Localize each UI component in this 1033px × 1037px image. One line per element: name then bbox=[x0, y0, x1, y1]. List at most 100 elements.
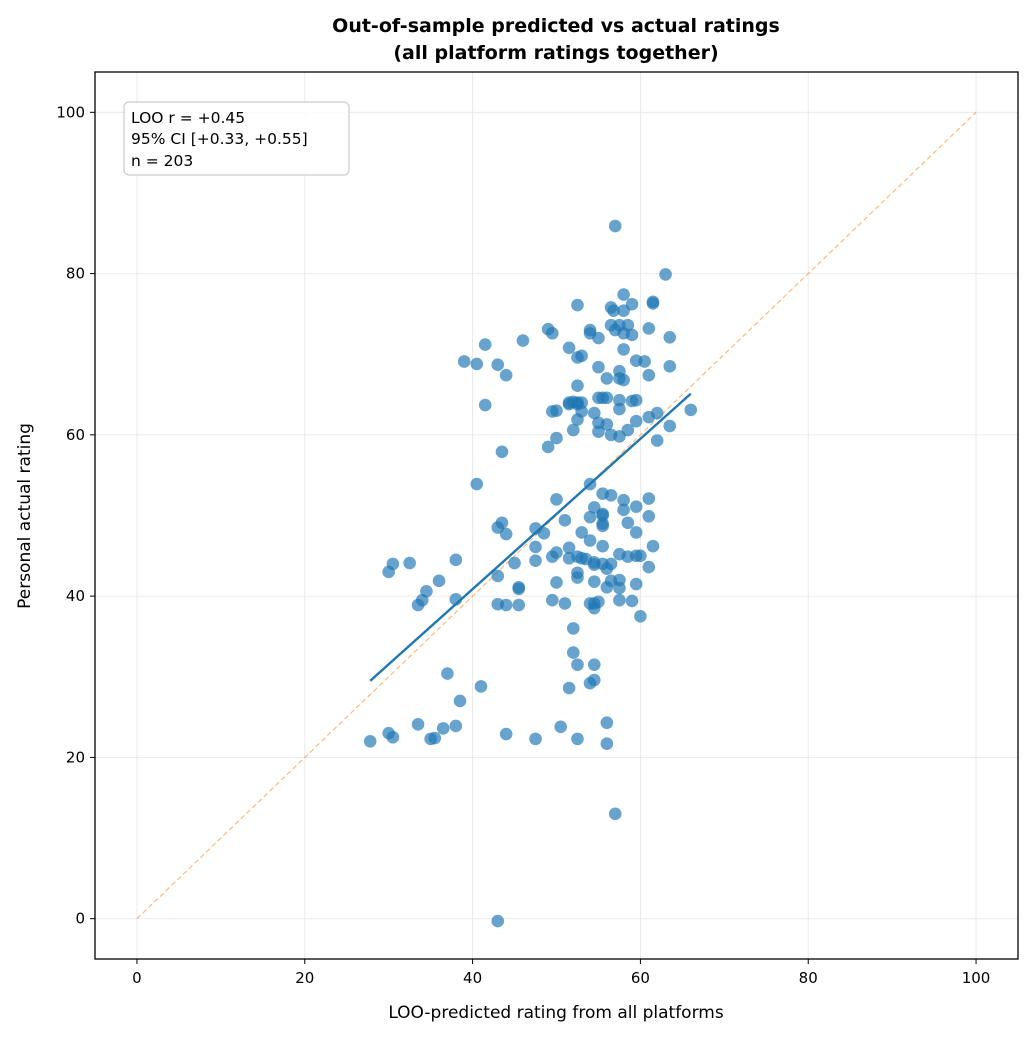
data-point-162 bbox=[587, 658, 601, 671]
fit-line bbox=[369, 392, 692, 682]
data-point-140 bbox=[600, 580, 614, 594]
data-point-168 bbox=[453, 694, 467, 708]
data-point-106 bbox=[562, 541, 576, 555]
data-point-107 bbox=[646, 539, 660, 553]
data-point-39 bbox=[600, 372, 614, 385]
data-point-99 bbox=[499, 527, 513, 541]
data-point-102 bbox=[629, 526, 643, 539]
data-point-100 bbox=[537, 526, 551, 540]
data-point-29 bbox=[457, 355, 471, 368]
y-tick-label-2: 40 bbox=[66, 587, 85, 605]
data-point-148 bbox=[625, 594, 639, 608]
data-point-85 bbox=[629, 500, 643, 513]
x-tick-label-4: 80 bbox=[799, 969, 818, 987]
data-point-34 bbox=[592, 360, 605, 374]
identity-line-segment bbox=[136, 111, 977, 920]
data-point-64 bbox=[571, 413, 584, 426]
data-point-163 bbox=[441, 667, 454, 680]
x-tick-label-5: 100 bbox=[962, 969, 991, 987]
data-point-131 bbox=[491, 569, 505, 583]
data-point-35 bbox=[663, 360, 677, 373]
data-point-5 bbox=[571, 298, 584, 312]
data-point-179 bbox=[424, 732, 437, 746]
data-point-90 bbox=[583, 510, 597, 524]
data-point-151 bbox=[499, 598, 513, 612]
data-point-82 bbox=[550, 493, 563, 506]
data-point-76 bbox=[541, 440, 555, 454]
data-point-67 bbox=[629, 414, 643, 428]
data-point-124 bbox=[403, 556, 416, 570]
data-point-166 bbox=[474, 680, 488, 693]
data-point-133 bbox=[432, 574, 446, 588]
data-point-53 bbox=[478, 398, 492, 412]
data-point-153 bbox=[558, 597, 572, 610]
x-axis-label: LOO-predicted rating from all platforms bbox=[388, 1003, 724, 1023]
chart-title: Out-of-sample predicted vs actual rating… bbox=[332, 15, 780, 37]
data-point-25 bbox=[562, 341, 576, 355]
data-point-173 bbox=[436, 722, 450, 735]
data-point-183 bbox=[608, 807, 622, 821]
data-point-103 bbox=[583, 534, 597, 547]
data-point-81 bbox=[604, 489, 618, 502]
data-point-1 bbox=[659, 268, 672, 281]
data-point-184 bbox=[491, 914, 505, 928]
data-point-119 bbox=[562, 551, 576, 565]
data-point-21 bbox=[592, 331, 605, 345]
data-point-23 bbox=[516, 334, 530, 347]
data-point-84 bbox=[642, 492, 656, 505]
data-point-16 bbox=[642, 322, 656, 335]
data-point-87 bbox=[617, 503, 630, 517]
data-point-36 bbox=[499, 368, 513, 382]
data-point-127 bbox=[642, 560, 656, 574]
data-point-9 bbox=[617, 304, 630, 317]
data-point-57 bbox=[684, 403, 698, 417]
data-point-129 bbox=[382, 565, 395, 579]
data-point-8 bbox=[607, 304, 620, 317]
data-point-160 bbox=[566, 646, 580, 659]
data-point-146 bbox=[546, 593, 559, 607]
data-point-171 bbox=[600, 716, 614, 730]
y-axis-ticks: 0 20 40 60 80 100 bbox=[56, 103, 95, 928]
data-point-132 bbox=[571, 571, 584, 584]
data-point-93 bbox=[621, 516, 635, 530]
data-point-172 bbox=[449, 719, 463, 733]
data-point-125 bbox=[508, 556, 521, 570]
data-point-96 bbox=[596, 519, 609, 533]
data-point-73 bbox=[613, 430, 626, 443]
data-point-177 bbox=[529, 732, 542, 746]
y-tick-label-4: 80 bbox=[66, 265, 85, 283]
data-point-61 bbox=[587, 406, 601, 420]
data-point-45 bbox=[600, 391, 614, 405]
data-point-157 bbox=[587, 601, 601, 615]
data-point-42 bbox=[571, 379, 584, 392]
data-point-92 bbox=[558, 514, 572, 527]
data-point-0 bbox=[608, 219, 622, 233]
data-point-180 bbox=[363, 734, 377, 748]
data-point-56 bbox=[613, 402, 626, 416]
y-tick-label-5: 100 bbox=[56, 103, 85, 121]
data-point-147 bbox=[613, 593, 626, 607]
data-point-69 bbox=[566, 423, 580, 437]
data-point-165 bbox=[583, 676, 597, 690]
data-point-46 bbox=[613, 393, 626, 407]
stats-annotation: LOO r = +0.45 95% CI [+0.33, +0.55] n = … bbox=[123, 101, 350, 176]
data-point-128 bbox=[600, 562, 614, 576]
data-point-152 bbox=[512, 598, 526, 612]
x-tick-label-2: 40 bbox=[463, 969, 482, 987]
data-point-161 bbox=[571, 658, 584, 671]
chart-subtitle: (all platform ratings together) bbox=[393, 42, 718, 64]
data-point-66 bbox=[600, 418, 614, 431]
x-tick-label-3: 60 bbox=[631, 969, 650, 987]
data-point-41 bbox=[617, 373, 630, 387]
data-point-38 bbox=[642, 368, 656, 382]
data-point-48 bbox=[629, 393, 643, 407]
y-tick-label-0: 0 bbox=[75, 910, 85, 928]
x-axis-ticks: 0 20 40 60 80 100 bbox=[132, 959, 990, 987]
data-point-4 bbox=[646, 297, 660, 310]
identity-line bbox=[136, 111, 977, 920]
data-point-24 bbox=[478, 338, 492, 351]
data-point-111 bbox=[634, 549, 647, 563]
data-point-68 bbox=[663, 419, 677, 433]
data-point-63 bbox=[642, 410, 656, 424]
data-point-126 bbox=[587, 558, 601, 571]
